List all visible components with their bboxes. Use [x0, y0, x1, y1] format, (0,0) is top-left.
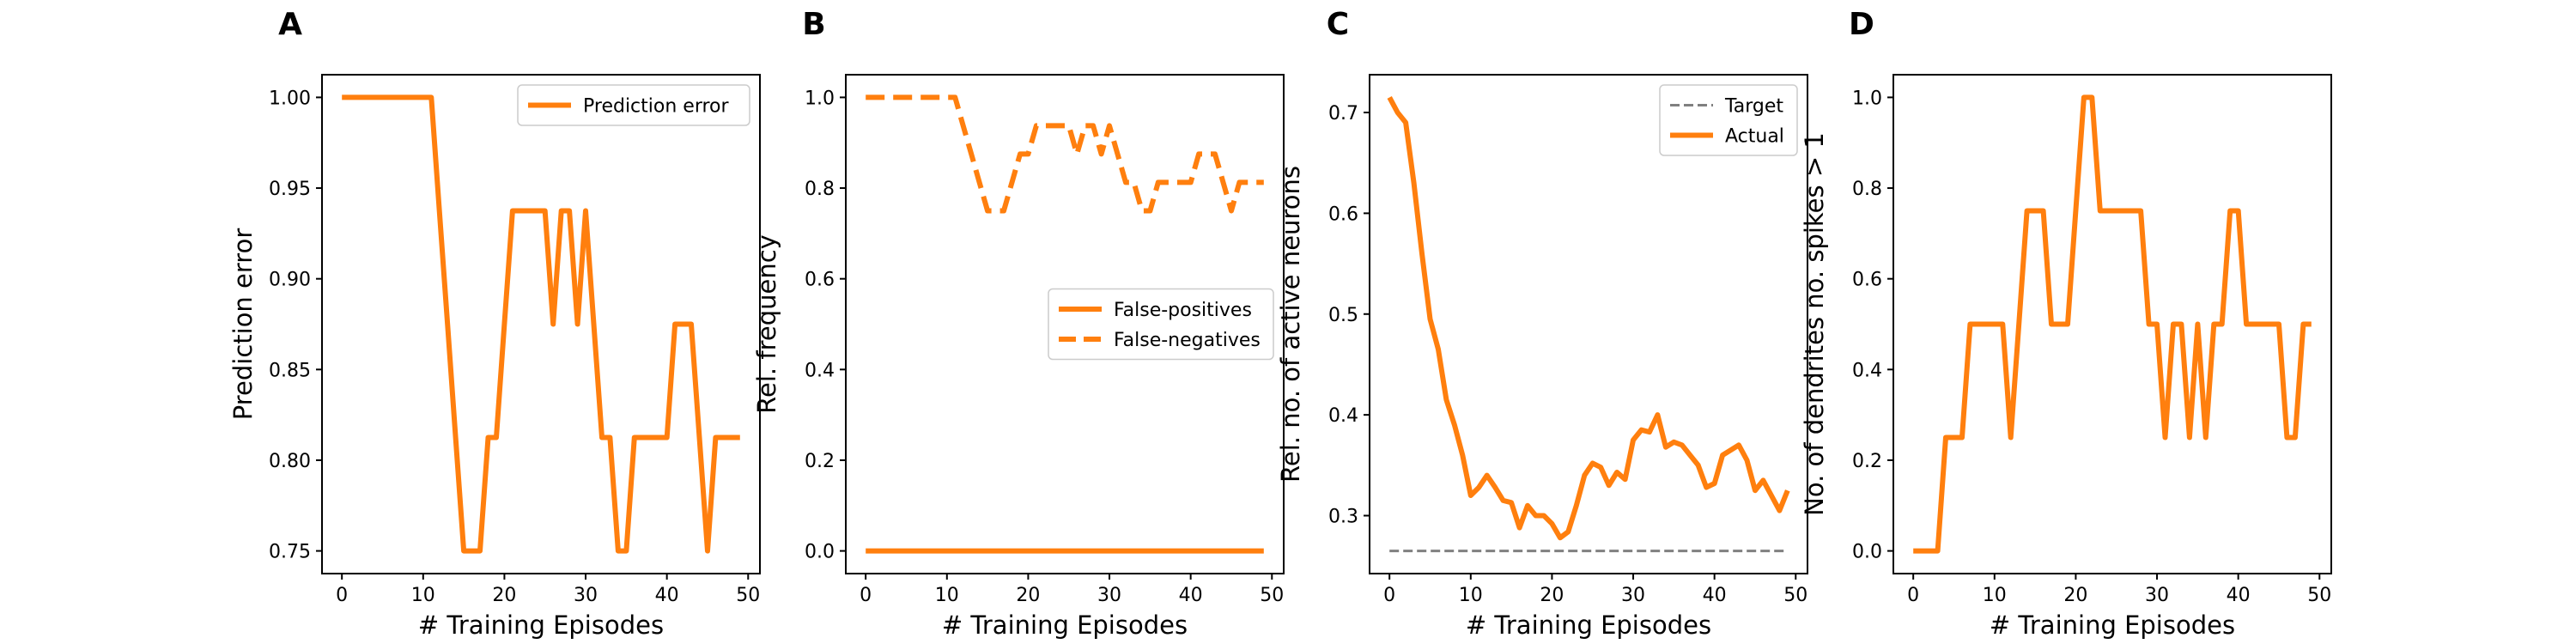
axes-frame: [1893, 74, 2332, 574]
y-tick-label: 1.0: [1852, 88, 1882, 109]
x-axis-label: # Training Episodes: [1990, 611, 2235, 640]
x-tick-label: 40: [1703, 585, 1727, 606]
x-tick-label: 40: [1179, 585, 1203, 606]
axes-frame: [1369, 74, 1808, 574]
x-axis-label: # Training Episodes: [418, 611, 664, 640]
y-tick-label: 0.5: [1328, 305, 1358, 326]
series-line-0: [1913, 94, 2312, 554]
y-tick-label: 0.90: [269, 270, 311, 291]
legend-box: [1048, 288, 1274, 361]
x-tick-label: 30: [1621, 585, 1645, 606]
panel-label: C: [1327, 7, 1349, 42]
x-tick-label: 50: [736, 585, 760, 606]
legend-label: Prediction error: [583, 96, 729, 118]
legend: False-positives False-negatives: [1048, 288, 1274, 361]
x-tick-label: 40: [2227, 585, 2251, 606]
x-axis-label: # Training Episodes: [1466, 611, 1711, 640]
y-tick-label: 0.75: [269, 542, 311, 563]
y-tick-label: 0.6: [1328, 204, 1358, 225]
y-tick-label: 0.4: [1328, 405, 1358, 427]
panel-a: A 0 10 20 30 40 50 0.75 0.80 0.85 0.90 0.95 1.00 # Tr…: [228, 7, 761, 640]
x-tick-label: 0: [1907, 585, 1919, 606]
x-tick-label: 40: [655, 585, 679, 606]
legend: Target Actual: [1659, 84, 1798, 156]
series-line-1: [866, 94, 1264, 214]
legend-label: Actual: [1725, 126, 1784, 148]
x-tick-label: 30: [1097, 585, 1121, 606]
x-tick-label: 50: [1783, 585, 1807, 606]
series-line-1: [1387, 95, 1790, 541]
axes-frame: [321, 74, 761, 574]
x-tick-label: 20: [492, 585, 516, 606]
x-tick-label: 50: [1260, 585, 1284, 606]
y-tick-label: 0.3: [1328, 507, 1358, 528]
y-tick-label: 0.2: [1852, 451, 1882, 472]
panel-label: A: [278, 7, 302, 42]
x-tick-label: 0: [1383, 585, 1395, 606]
y-tick-label: 0.8: [805, 179, 835, 200]
y-tick-label: 0.95: [269, 179, 311, 200]
legend-label: False-positives: [1114, 300, 1252, 321]
x-tick-label: 20: [2063, 585, 2087, 606]
y-axis-label: Rel. no. of active neurons: [1276, 166, 1305, 483]
panel-label: B: [802, 7, 825, 42]
y-tick-label: 0.6: [805, 270, 835, 291]
y-tick-label: 0.8: [1852, 179, 1882, 200]
y-tick-label: 0.80: [269, 451, 311, 472]
legend-box: [517, 84, 750, 126]
legend: Prediction error: [517, 84, 750, 126]
y-tick-label: 0.6: [1852, 270, 1882, 291]
y-tick-label: 0.7: [1328, 103, 1358, 125]
y-axis-label: Prediction error: [228, 228, 258, 421]
x-tick-label: 20: [1016, 585, 1040, 606]
y-axis-label: No. of dendrites no. spikes > 1: [1800, 132, 1829, 516]
y-tick-label: 0.0: [1852, 542, 1882, 563]
x-tick-label: 0: [860, 585, 872, 606]
panel-c: C 0 10 20 30 40 50 0.3 0.4 0.5 0.6 0.7 # Training Ep…: [1276, 7, 1808, 640]
y-tick-label: 0.4: [1852, 360, 1882, 381]
panel-d: D 0 10 20 30 40 50 0.0 0.2 0.4 0.6 0.8 1.0 # Training…: [1800, 7, 2332, 640]
y-axis-label: Rel. frequency: [752, 234, 781, 414]
y-tick-label: 1.0: [805, 88, 835, 109]
x-tick-label: 10: [1983, 585, 2007, 606]
x-tick-label: 20: [1540, 585, 1564, 606]
y-tick-label: 1.00: [269, 88, 311, 109]
x-tick-label: 30: [574, 585, 598, 606]
x-tick-label: 0: [336, 585, 348, 606]
x-axis-label: # Training Episodes: [942, 611, 1188, 640]
panel-label: D: [1849, 7, 1874, 42]
x-tick-label: 50: [2307, 585, 2331, 606]
x-tick-label: 10: [935, 585, 959, 606]
series-line-0: [342, 94, 740, 554]
y-tick-label: 0.2: [805, 451, 835, 472]
y-tick-label: 0.0: [805, 542, 835, 563]
x-tick-label: 10: [411, 585, 435, 606]
panel-b: B 0 10 20 30 40 50 0.0 0.2 0.4 0.6 0.8 1.0 # Training…: [752, 7, 1285, 640]
y-tick-label: 0.4: [805, 360, 835, 381]
axes-frame: [845, 74, 1285, 574]
y-tick-label: 0.85: [269, 360, 311, 381]
legend-label: False-negatives: [1114, 330, 1261, 351]
x-tick-label: 10: [1459, 585, 1483, 606]
x-tick-label: 30: [2145, 585, 2169, 606]
legend-label: Target: [1724, 96, 1783, 118]
